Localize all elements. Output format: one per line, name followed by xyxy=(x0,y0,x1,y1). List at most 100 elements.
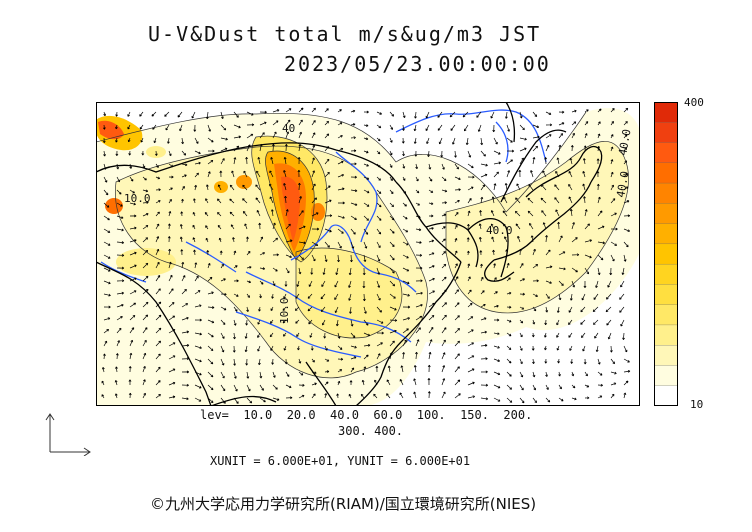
wind-arrow xyxy=(568,332,573,338)
wind-arrow xyxy=(191,111,196,119)
wind-arrow xyxy=(386,393,391,399)
wind-arrow xyxy=(363,332,371,337)
wind-arrow xyxy=(324,185,331,191)
wind-arrow xyxy=(233,279,239,283)
wind-arrow xyxy=(220,111,224,120)
wind-arrow xyxy=(285,267,290,274)
wind-arrow xyxy=(593,293,599,300)
wind-arrow xyxy=(284,195,287,204)
wind-arrow xyxy=(168,395,176,399)
wind-arrow xyxy=(556,345,560,351)
wind-arrow xyxy=(568,319,573,325)
wind-arrow xyxy=(541,184,547,191)
wind-arrow xyxy=(441,176,447,182)
wind-arrow xyxy=(376,280,381,288)
wind-arrow xyxy=(506,397,513,403)
wind-arrow xyxy=(454,176,461,181)
wind-arrow xyxy=(545,293,550,299)
wind-arrow xyxy=(246,144,251,152)
wind-arrow xyxy=(322,267,326,275)
wind-arrow xyxy=(115,353,119,360)
wind-arrow xyxy=(376,111,382,115)
wind-arrow xyxy=(233,157,237,165)
wind-arrow xyxy=(350,162,357,166)
wind-arrow xyxy=(179,124,183,132)
wind-arrow xyxy=(128,150,132,156)
wind-arrow xyxy=(506,159,513,165)
wind-arrow xyxy=(257,345,261,352)
wind-arrow xyxy=(194,358,202,363)
wind-arrow xyxy=(285,254,292,258)
wind-arrow xyxy=(454,276,459,282)
wind-arrow xyxy=(568,184,573,191)
wind-arrow xyxy=(233,397,239,404)
wind-arrow xyxy=(531,332,535,338)
wind-arrow xyxy=(103,267,111,272)
wind-arrow xyxy=(168,211,172,217)
wind-arrow xyxy=(544,345,547,351)
colorbar-cell xyxy=(654,324,678,346)
wind-arrow xyxy=(606,319,612,326)
wind-arrow xyxy=(428,163,432,170)
wind-arrow xyxy=(311,157,315,165)
wind-arrow xyxy=(155,340,161,347)
wind-arrow xyxy=(337,254,340,263)
wind-arrow xyxy=(532,248,536,256)
wind-arrow xyxy=(623,186,629,191)
wind-arrow xyxy=(376,331,384,335)
wind-arrow xyxy=(584,133,588,139)
wind-arrow xyxy=(116,176,121,183)
wind-arrow xyxy=(310,267,314,275)
wind-arrow xyxy=(506,384,512,390)
wind-arrow xyxy=(506,371,512,377)
wind-arrow xyxy=(155,223,160,230)
wind-arrow xyxy=(592,306,599,312)
wind-arrow xyxy=(376,202,382,208)
wind-arrow xyxy=(207,345,214,352)
wind-arrow xyxy=(298,196,302,204)
wind-arrow xyxy=(168,329,176,334)
wind-arrow xyxy=(231,170,235,178)
wind-arrow xyxy=(389,254,395,261)
wind-arrow xyxy=(540,197,547,204)
wind-arrow xyxy=(283,156,287,165)
wind-arrow xyxy=(449,111,456,118)
wind-arrow xyxy=(415,202,420,206)
wind-arrow xyxy=(610,121,614,126)
wind-arrow xyxy=(207,332,214,338)
wind-arrow xyxy=(155,353,161,360)
wind-arrow xyxy=(219,250,223,256)
wind-arrow xyxy=(402,111,406,119)
wind-arrow xyxy=(363,124,369,127)
wind-arrow xyxy=(335,267,339,275)
wind-arrow xyxy=(194,290,201,295)
wind-arrow xyxy=(296,280,300,287)
wind-arrow xyxy=(142,249,149,256)
wind-arrow xyxy=(220,384,226,392)
colorbar-cell xyxy=(654,385,678,406)
wind-arrow xyxy=(532,145,539,152)
wind-arrow xyxy=(554,197,560,204)
wind-arrow xyxy=(142,275,149,282)
wind-arrow xyxy=(348,393,352,399)
wind-arrow xyxy=(220,332,225,339)
wind-arrow xyxy=(337,147,344,152)
wind-arrow xyxy=(181,150,187,156)
wind-arrow xyxy=(298,131,303,139)
wind-arrow xyxy=(103,150,106,157)
wind-arrow xyxy=(259,143,263,152)
wind-arrow xyxy=(207,371,214,378)
wind-arrow xyxy=(610,393,615,399)
wind-arrow xyxy=(623,147,627,152)
wind-arrow xyxy=(464,124,469,132)
wind-arrow xyxy=(532,371,536,378)
contour-levels: lev= 10.0 20.0 40.0 60.0 100. 150. 200. xyxy=(200,408,533,422)
wind-arrow xyxy=(597,241,606,245)
wind-arrow xyxy=(557,358,561,364)
wind-arrow xyxy=(519,397,525,404)
wind-arrow xyxy=(244,223,248,230)
wind-arrow xyxy=(467,381,475,386)
wind-arrow xyxy=(518,169,522,178)
wind-arrow xyxy=(441,365,446,373)
wind-arrow xyxy=(129,202,136,206)
